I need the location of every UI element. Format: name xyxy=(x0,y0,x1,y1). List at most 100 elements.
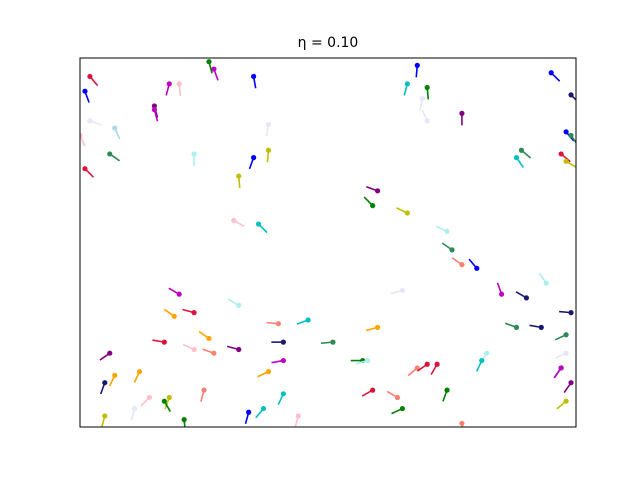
particle xyxy=(112,372,118,378)
particle xyxy=(474,265,480,271)
particle xyxy=(176,81,182,87)
particle xyxy=(558,151,564,157)
chart-title: η = 0.10 xyxy=(298,35,359,51)
particle xyxy=(102,413,108,419)
particle xyxy=(399,287,405,294)
particle xyxy=(523,295,530,301)
plot-area xyxy=(80,59,576,427)
particle xyxy=(568,92,574,98)
particle xyxy=(563,129,569,135)
particle xyxy=(444,228,450,235)
particle xyxy=(370,203,376,209)
particle xyxy=(231,217,237,223)
particle xyxy=(375,324,381,330)
particle xyxy=(424,84,430,91)
particle xyxy=(82,88,88,94)
particle xyxy=(260,405,267,412)
particle xyxy=(265,121,272,128)
particle xyxy=(330,339,336,345)
particle xyxy=(82,166,88,172)
particle xyxy=(146,394,153,401)
particle xyxy=(251,73,257,80)
particle xyxy=(365,357,371,364)
particle xyxy=(236,302,242,308)
particle xyxy=(87,118,93,124)
particle xyxy=(459,420,465,426)
particle xyxy=(102,380,108,386)
particle xyxy=(151,103,157,109)
particle xyxy=(484,350,490,356)
particle xyxy=(375,188,381,194)
particle xyxy=(404,210,410,216)
particle xyxy=(305,317,311,323)
particle xyxy=(558,365,564,371)
particle xyxy=(449,247,455,253)
particle xyxy=(499,291,505,297)
particle xyxy=(265,147,272,153)
particle xyxy=(161,398,167,404)
particle xyxy=(265,369,272,375)
particle xyxy=(211,66,217,72)
particle xyxy=(513,155,520,161)
particle xyxy=(87,73,93,80)
particle xyxy=(280,357,286,364)
axes-frame xyxy=(79,57,577,428)
particle xyxy=(370,387,376,393)
particle xyxy=(107,350,113,356)
particle xyxy=(136,369,143,375)
particle xyxy=(548,70,554,76)
particle xyxy=(434,361,440,367)
particle xyxy=(444,387,450,393)
particle xyxy=(246,409,252,415)
particle xyxy=(112,125,118,131)
particle xyxy=(206,335,212,342)
particle xyxy=(538,324,544,330)
particle xyxy=(568,380,574,386)
particle xyxy=(543,280,549,286)
particle xyxy=(563,158,569,164)
particle xyxy=(176,291,182,297)
particle xyxy=(424,361,430,367)
particle xyxy=(236,346,242,353)
particle xyxy=(518,147,525,153)
particle xyxy=(414,62,420,68)
particle xyxy=(479,357,485,364)
particle xyxy=(414,365,420,371)
particle xyxy=(251,155,257,161)
particle xyxy=(166,394,172,401)
particle xyxy=(280,391,286,397)
particle xyxy=(206,59,212,65)
particle xyxy=(236,173,242,179)
particle xyxy=(80,132,83,139)
particle xyxy=(131,405,138,412)
particle xyxy=(211,350,217,356)
particle xyxy=(191,310,197,316)
particle xyxy=(513,324,520,330)
particle xyxy=(191,151,197,157)
particle xyxy=(255,221,262,227)
particle xyxy=(181,417,187,423)
particle xyxy=(563,398,569,404)
particle xyxy=(275,321,281,327)
particle xyxy=(151,107,157,113)
particle xyxy=(399,405,405,412)
particle xyxy=(107,151,113,157)
particle xyxy=(171,313,177,319)
particle xyxy=(419,95,425,102)
particle xyxy=(295,413,301,419)
particle xyxy=(191,346,197,353)
particle xyxy=(404,81,410,87)
particle xyxy=(459,262,465,268)
particle xyxy=(459,110,465,116)
particle xyxy=(424,118,430,124)
particle xyxy=(568,132,574,139)
particle xyxy=(394,394,401,401)
particle xyxy=(166,81,172,87)
particle xyxy=(161,339,167,345)
particle xyxy=(568,310,574,316)
particle xyxy=(280,339,286,345)
particle xyxy=(563,350,569,356)
particle xyxy=(201,387,207,393)
particle xyxy=(563,332,569,338)
